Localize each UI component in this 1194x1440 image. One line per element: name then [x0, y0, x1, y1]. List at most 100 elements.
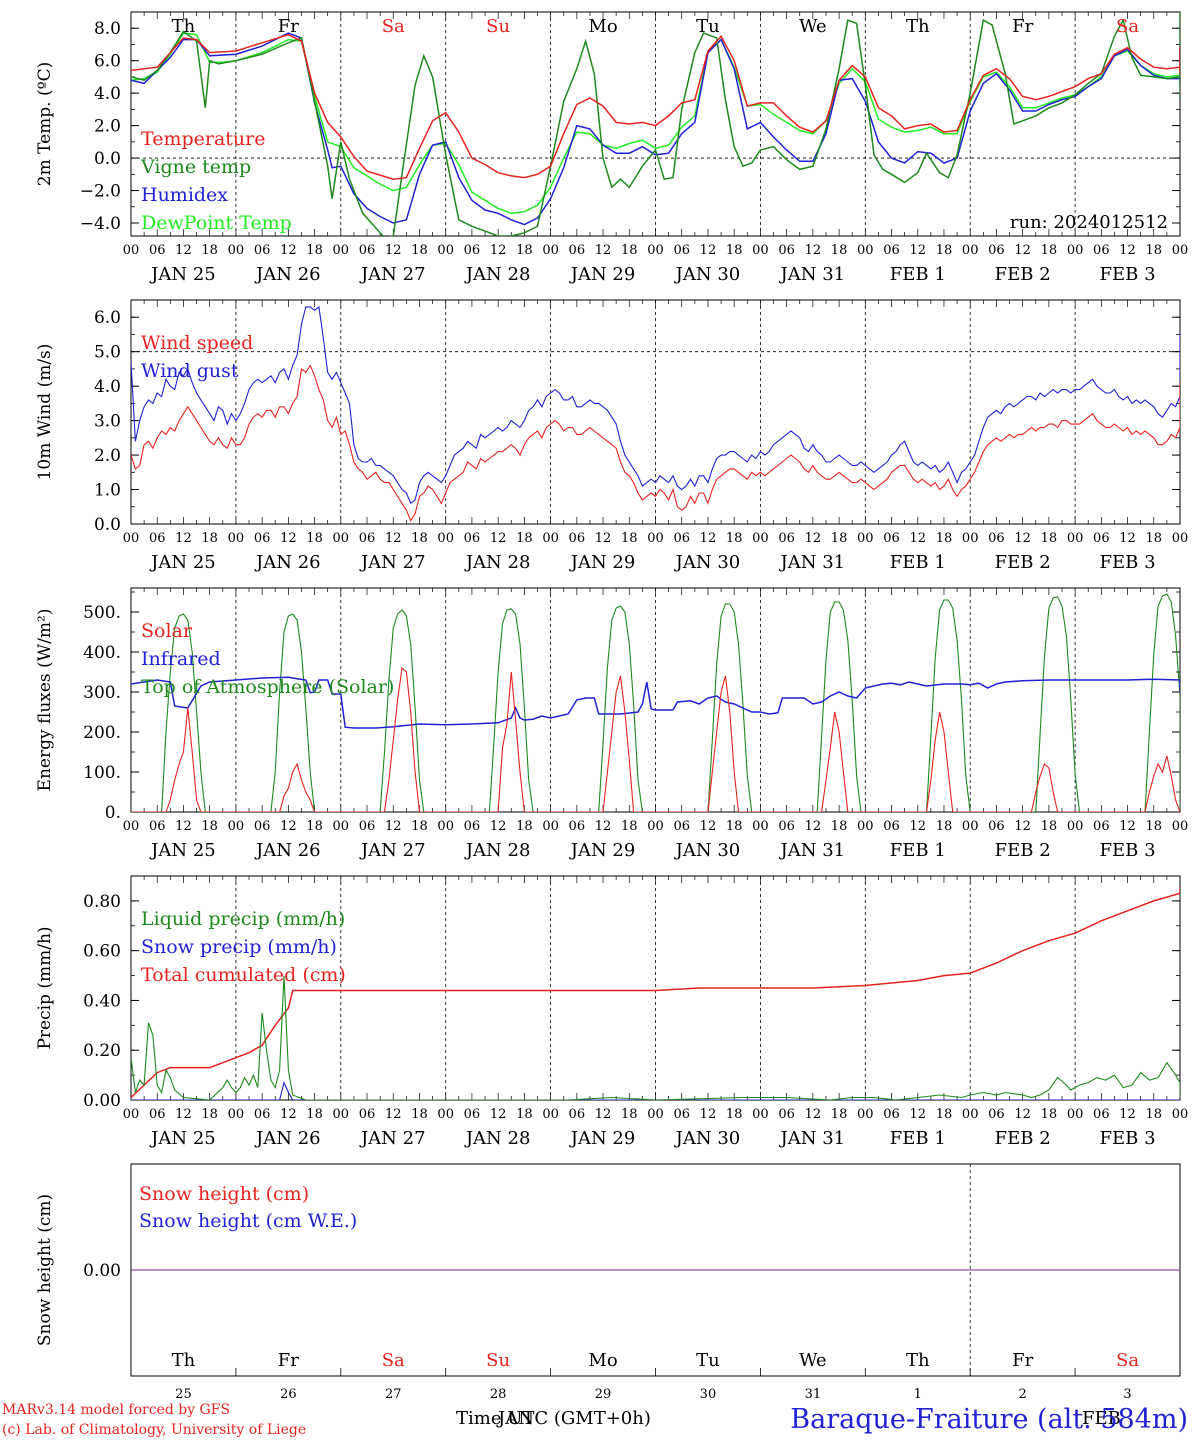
hour-label: 18	[306, 243, 323, 258]
date-label: JAN 26	[254, 1128, 321, 1149]
hour-label: 06	[149, 819, 166, 834]
hour-label: 06	[673, 243, 690, 258]
date-label: JAN 27	[359, 552, 426, 573]
hour-label: 00	[228, 1107, 245, 1122]
hour-label: 18	[411, 819, 428, 834]
y-tick-label: 3.0	[94, 412, 121, 432]
date-label: JAN 27	[359, 840, 426, 861]
hour-label: 06	[673, 819, 690, 834]
hour-label: 00	[333, 531, 350, 546]
y-tick-label: 0.0	[94, 149, 121, 169]
hour-label: 06	[359, 531, 376, 546]
hour-label: 00	[752, 819, 769, 834]
date-label: JAN 29	[569, 552, 636, 573]
y-tick-label: 300.	[83, 683, 121, 703]
date-label: FEB 2	[995, 264, 1051, 285]
hour-label: 18	[306, 531, 323, 546]
hour-label: 06	[778, 243, 795, 258]
hour-label: 12	[490, 531, 507, 546]
day-number: 27	[385, 1387, 402, 1402]
date-label: FEB 1	[890, 264, 946, 285]
hour-label: 18	[516, 819, 533, 834]
hour-label: 18	[1041, 531, 1058, 546]
hour-label: 00	[542, 819, 559, 834]
hour-label: 06	[569, 819, 586, 834]
series-line-0	[131, 364, 1180, 522]
hour-label: 06	[883, 1107, 900, 1122]
day-number: 2	[1019, 1387, 1027, 1402]
hour-label: 06	[883, 243, 900, 258]
hour-label: 00	[1067, 1107, 1084, 1122]
hour-label: 06	[988, 531, 1005, 546]
hour-label: 12	[1119, 1107, 1136, 1122]
hour-label: 06	[883, 531, 900, 546]
hour-label: 00	[1067, 243, 1084, 258]
hour-label: 00	[542, 243, 559, 258]
date-label: JAN 28	[464, 552, 531, 573]
hour-label: 12	[385, 819, 402, 834]
hour-label: 12	[280, 819, 297, 834]
hour-label: 12	[385, 243, 402, 258]
weekday-label-top: Th	[172, 16, 196, 37]
day-number: 3	[1123, 1387, 1131, 1402]
hour-label: 18	[201, 819, 218, 834]
date-label: FEB 3	[1100, 1128, 1156, 1149]
hour-label: 18	[621, 1107, 638, 1122]
series-line-1	[131, 12, 1180, 236]
hour-label: 00	[752, 243, 769, 258]
hour-label: 06	[254, 531, 271, 546]
run-annotation: run: 2024012512	[1010, 212, 1168, 233]
y-tick-label: 2.0	[94, 446, 121, 466]
hour-label: 06	[1093, 531, 1110, 546]
date-label: JAN 26	[254, 840, 321, 861]
legend-entry: Snow height (cm W.E.)	[139, 1210, 357, 1232]
hour-label: 18	[306, 819, 323, 834]
y-tick-label: 0.80	[83, 892, 121, 912]
hour-label: 06	[569, 1107, 586, 1122]
hour-label: 00	[123, 1107, 140, 1122]
hour-label: 06	[1093, 819, 1110, 834]
y-axis-label: Snow height (cm)	[35, 1194, 55, 1346]
hour-label: 18	[831, 531, 848, 546]
y-tick-label: 0.20	[83, 1041, 121, 1061]
weekday-label-top: We	[799, 16, 827, 37]
weekday-label-top: Fr	[278, 16, 299, 37]
hour-label: 18	[201, 243, 218, 258]
hour-label: 06	[359, 819, 376, 834]
weekday-label-bottom: Fr	[1012, 1350, 1033, 1371]
weekday-label-bottom: Mo	[588, 1350, 617, 1371]
hour-label: 00	[1067, 531, 1084, 546]
legend-entry: DewPoint Temp	[141, 212, 292, 234]
y-tick-label: −2.0	[80, 182, 121, 202]
hour-label: 12	[1014, 819, 1031, 834]
hour-label: 12	[909, 1107, 926, 1122]
date-label: JAN 28	[464, 264, 531, 285]
hour-label: 00	[1067, 819, 1084, 834]
series-line-2	[131, 886, 1180, 1099]
day-number: 26	[280, 1387, 297, 1402]
date-label: JAN 27	[359, 1128, 426, 1149]
lab-credit: (c) Lab. of Climatology, University of L…	[2, 1422, 306, 1438]
date-label: JAN 29	[569, 264, 636, 285]
legend-entry: Snow precip (mm/h)	[141, 936, 337, 958]
month-label-jan: JAN	[496, 1408, 534, 1429]
hour-label: 06	[988, 1107, 1005, 1122]
weekday-label-top: Fr	[1012, 16, 1033, 37]
hour-label: 18	[831, 819, 848, 834]
hour-label: 06	[464, 243, 481, 258]
station-name: Baraque-Fraiture (alt. 584m)	[790, 1404, 1188, 1435]
hour-label: 00	[962, 243, 979, 258]
hour-label: 12	[1014, 531, 1031, 546]
day-number: 31	[805, 1387, 822, 1402]
y-tick-label: −4.0	[80, 214, 121, 234]
y-tick-label: 100.	[83, 763, 121, 783]
hour-label: 06	[778, 1107, 795, 1122]
hour-label: 06	[254, 243, 271, 258]
day-number: 25	[175, 1387, 192, 1402]
weekday-label-bottom: Su	[486, 1350, 510, 1371]
hour-label: 12	[1119, 243, 1136, 258]
series-line-1	[131, 1080, 1180, 1100]
hour-label: 12	[385, 1107, 402, 1122]
series-line-1	[131, 305, 1180, 505]
series-line-2	[131, 593, 1180, 812]
